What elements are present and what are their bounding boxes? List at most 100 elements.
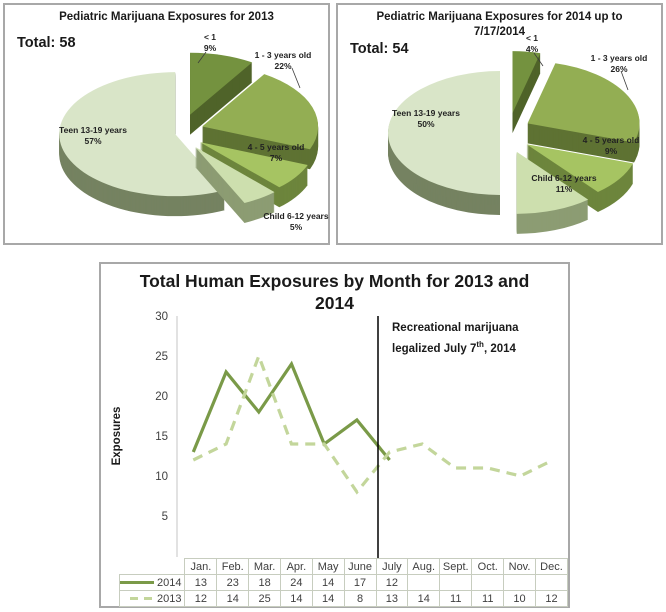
legend-cell-2014: 2014 <box>118 574 186 591</box>
pie-slice-pct: 50% <box>417 119 435 129</box>
pie-slice-pct: 9% <box>203 43 217 53</box>
value-cell <box>534 574 569 591</box>
pie-slice-pct: 4% <box>525 44 539 54</box>
pie-slice-label: Teen 13-19 years 57% <box>59 125 127 146</box>
value-cell <box>471 574 505 591</box>
value-cell: 12 <box>534 590 569 607</box>
month-header-cell: Sept. <box>439 558 473 575</box>
value-cell: 11 <box>471 590 505 607</box>
pie-slice-label: Child 6-12 years 5% <box>263 211 329 232</box>
annotation-line1: Recreational marijuana <box>392 322 519 334</box>
table-row-2014: 2014 13 23 18 24 14 17 12 <box>118 574 569 591</box>
pie-slice-top <box>527 63 640 143</box>
table-corner-cell <box>120 559 185 575</box>
pie-slice-label: Child 6-12 years 11% <box>531 173 597 194</box>
pie-2013-total: Total: 58 <box>17 35 76 51</box>
value-cell: 11 <box>439 590 473 607</box>
value-cell: 8 <box>343 590 377 607</box>
y-axis-label: Exposures <box>111 406 123 466</box>
value-cell <box>439 574 473 591</box>
pie-slice-top <box>202 74 319 150</box>
pie-2014-title: Pediatric Marijuana Exposures for 2014 u… <box>376 11 623 38</box>
pie-slice-pct: 22% <box>274 61 292 71</box>
pie-chart-2014 <box>388 51 640 234</box>
value-cell: 18 <box>248 574 282 591</box>
month-header-cell: May <box>311 558 345 575</box>
month-header-cell: Feb. <box>216 558 250 575</box>
pie-slice-label: Teen 13-19 years 50% <box>392 108 460 129</box>
month-header-cell: Dec. <box>534 558 569 575</box>
month-header-cell: Oct. <box>471 558 505 575</box>
value-cell: 23 <box>216 574 250 591</box>
legend-key-dashed-line <box>130 597 154 600</box>
label-leader-line <box>620 70 629 91</box>
y-tick-label: 25 <box>155 351 168 363</box>
y-tick-label: 20 <box>155 391 168 403</box>
pie-slice-label: 1 - 3 years old 26% <box>590 53 648 74</box>
value-cell: 10 <box>503 590 536 607</box>
pie-slice-top <box>59 72 225 197</box>
series-line-2014 <box>191 360 391 462</box>
value-cell <box>407 574 441 591</box>
value-cell: 25 <box>248 590 282 607</box>
table-header-row: Jan. Feb. Mar. Apr. May June July Aug. Sept. Oct.… <box>120 558 569 575</box>
pie-slice-top <box>190 52 253 115</box>
pie-slice-label: < 1 9% <box>203 32 217 53</box>
pie-slice-label: < 1 4% <box>525 33 539 54</box>
value-cell: 14 <box>216 590 250 607</box>
value-cell: 12 <box>375 574 409 591</box>
pie-slice-top <box>388 71 500 195</box>
pie-chart-panel-2014: Pediatric Marijuana Exposures for 2014 u… <box>336 3 663 245</box>
pie-chart-panel-2013: Pediatric Marijuana Exposures for 2013 T… <box>3 3 330 245</box>
table-row-2013: 2013 12 14 25 14 14 8 13 14 11 11 10 12 <box>118 590 569 607</box>
month-header-cell: Jan. <box>184 558 218 575</box>
y-tick-label: 15 <box>155 431 168 443</box>
value-cell: 13 <box>184 574 218 591</box>
pie-slice-top <box>199 142 308 188</box>
pie-slice-label: 4 - 5 years old 9% <box>582 135 640 156</box>
pie-slice-pct: 7% <box>269 153 283 163</box>
month-header-cell: June <box>343 558 377 575</box>
pie-slice-pct: 26% <box>610 64 628 74</box>
label-leader-line <box>533 52 544 67</box>
y-tick-label: 10 <box>155 471 168 483</box>
legend-key-solid-line <box>120 581 154 584</box>
y-tick-label: 5 <box>162 511 168 523</box>
pie-slice-top <box>526 144 634 193</box>
value-cell: 12 <box>184 590 218 607</box>
month-header-cell: Mar. <box>248 558 282 575</box>
month-header-cell: Apr. <box>280 558 313 575</box>
pie-2013-title: Pediatric Marijuana Exposures for 2013 <box>59 11 274 23</box>
line-chart-panel: Total Human Exposures by Month for 2013 … <box>99 262 570 608</box>
value-cell: 14 <box>311 590 345 607</box>
line-chart-title: Total Human Exposures by Month for 2013 … <box>139 271 530 313</box>
month-header-cell: July <box>375 558 409 575</box>
pie-slice-top <box>516 151 589 214</box>
pie-slice-pct: 9% <box>604 146 618 156</box>
value-cell: 14 <box>407 590 441 607</box>
pie-slice-top <box>512 51 541 114</box>
line-chart-plot: 5 10 15 20 25 30 <box>155 311 554 558</box>
pie-slice-label: 1 - 3 years old 22% <box>254 50 312 71</box>
value-cell: 14 <box>311 574 345 591</box>
pie-slice-pct: 57% <box>84 136 102 146</box>
data-table: Jan. Feb. Mar. Apr. May June July Aug. Sept. Oct.… <box>118 558 569 607</box>
y-tick-label: 30 <box>155 311 168 323</box>
series-line-2013 <box>192 351 554 495</box>
value-cell: 13 <box>375 590 409 607</box>
month-header-cell: Aug. <box>407 558 441 575</box>
label-leader-line <box>291 67 301 89</box>
value-cell <box>503 574 536 591</box>
pie-2014-total: Total: 54 <box>350 41 409 57</box>
pie-slice-pct: 11% <box>555 184 573 194</box>
pie-slice-label: 4 - 5 years old 7% <box>247 142 305 163</box>
value-cell: 17 <box>343 574 377 591</box>
legend-cell-2013: 2013 <box>118 590 186 607</box>
legalization-annotation: Recreational marijuana legalized July 7t… <box>392 321 519 357</box>
annotation-line2: legalized July 7th, 2014 <box>392 339 516 355</box>
month-header-cell: Nov. <box>503 558 536 575</box>
pie-chart-2013 <box>59 51 319 223</box>
value-cell: 14 <box>280 590 313 607</box>
pie-slice-pct: 5% <box>289 222 303 232</box>
